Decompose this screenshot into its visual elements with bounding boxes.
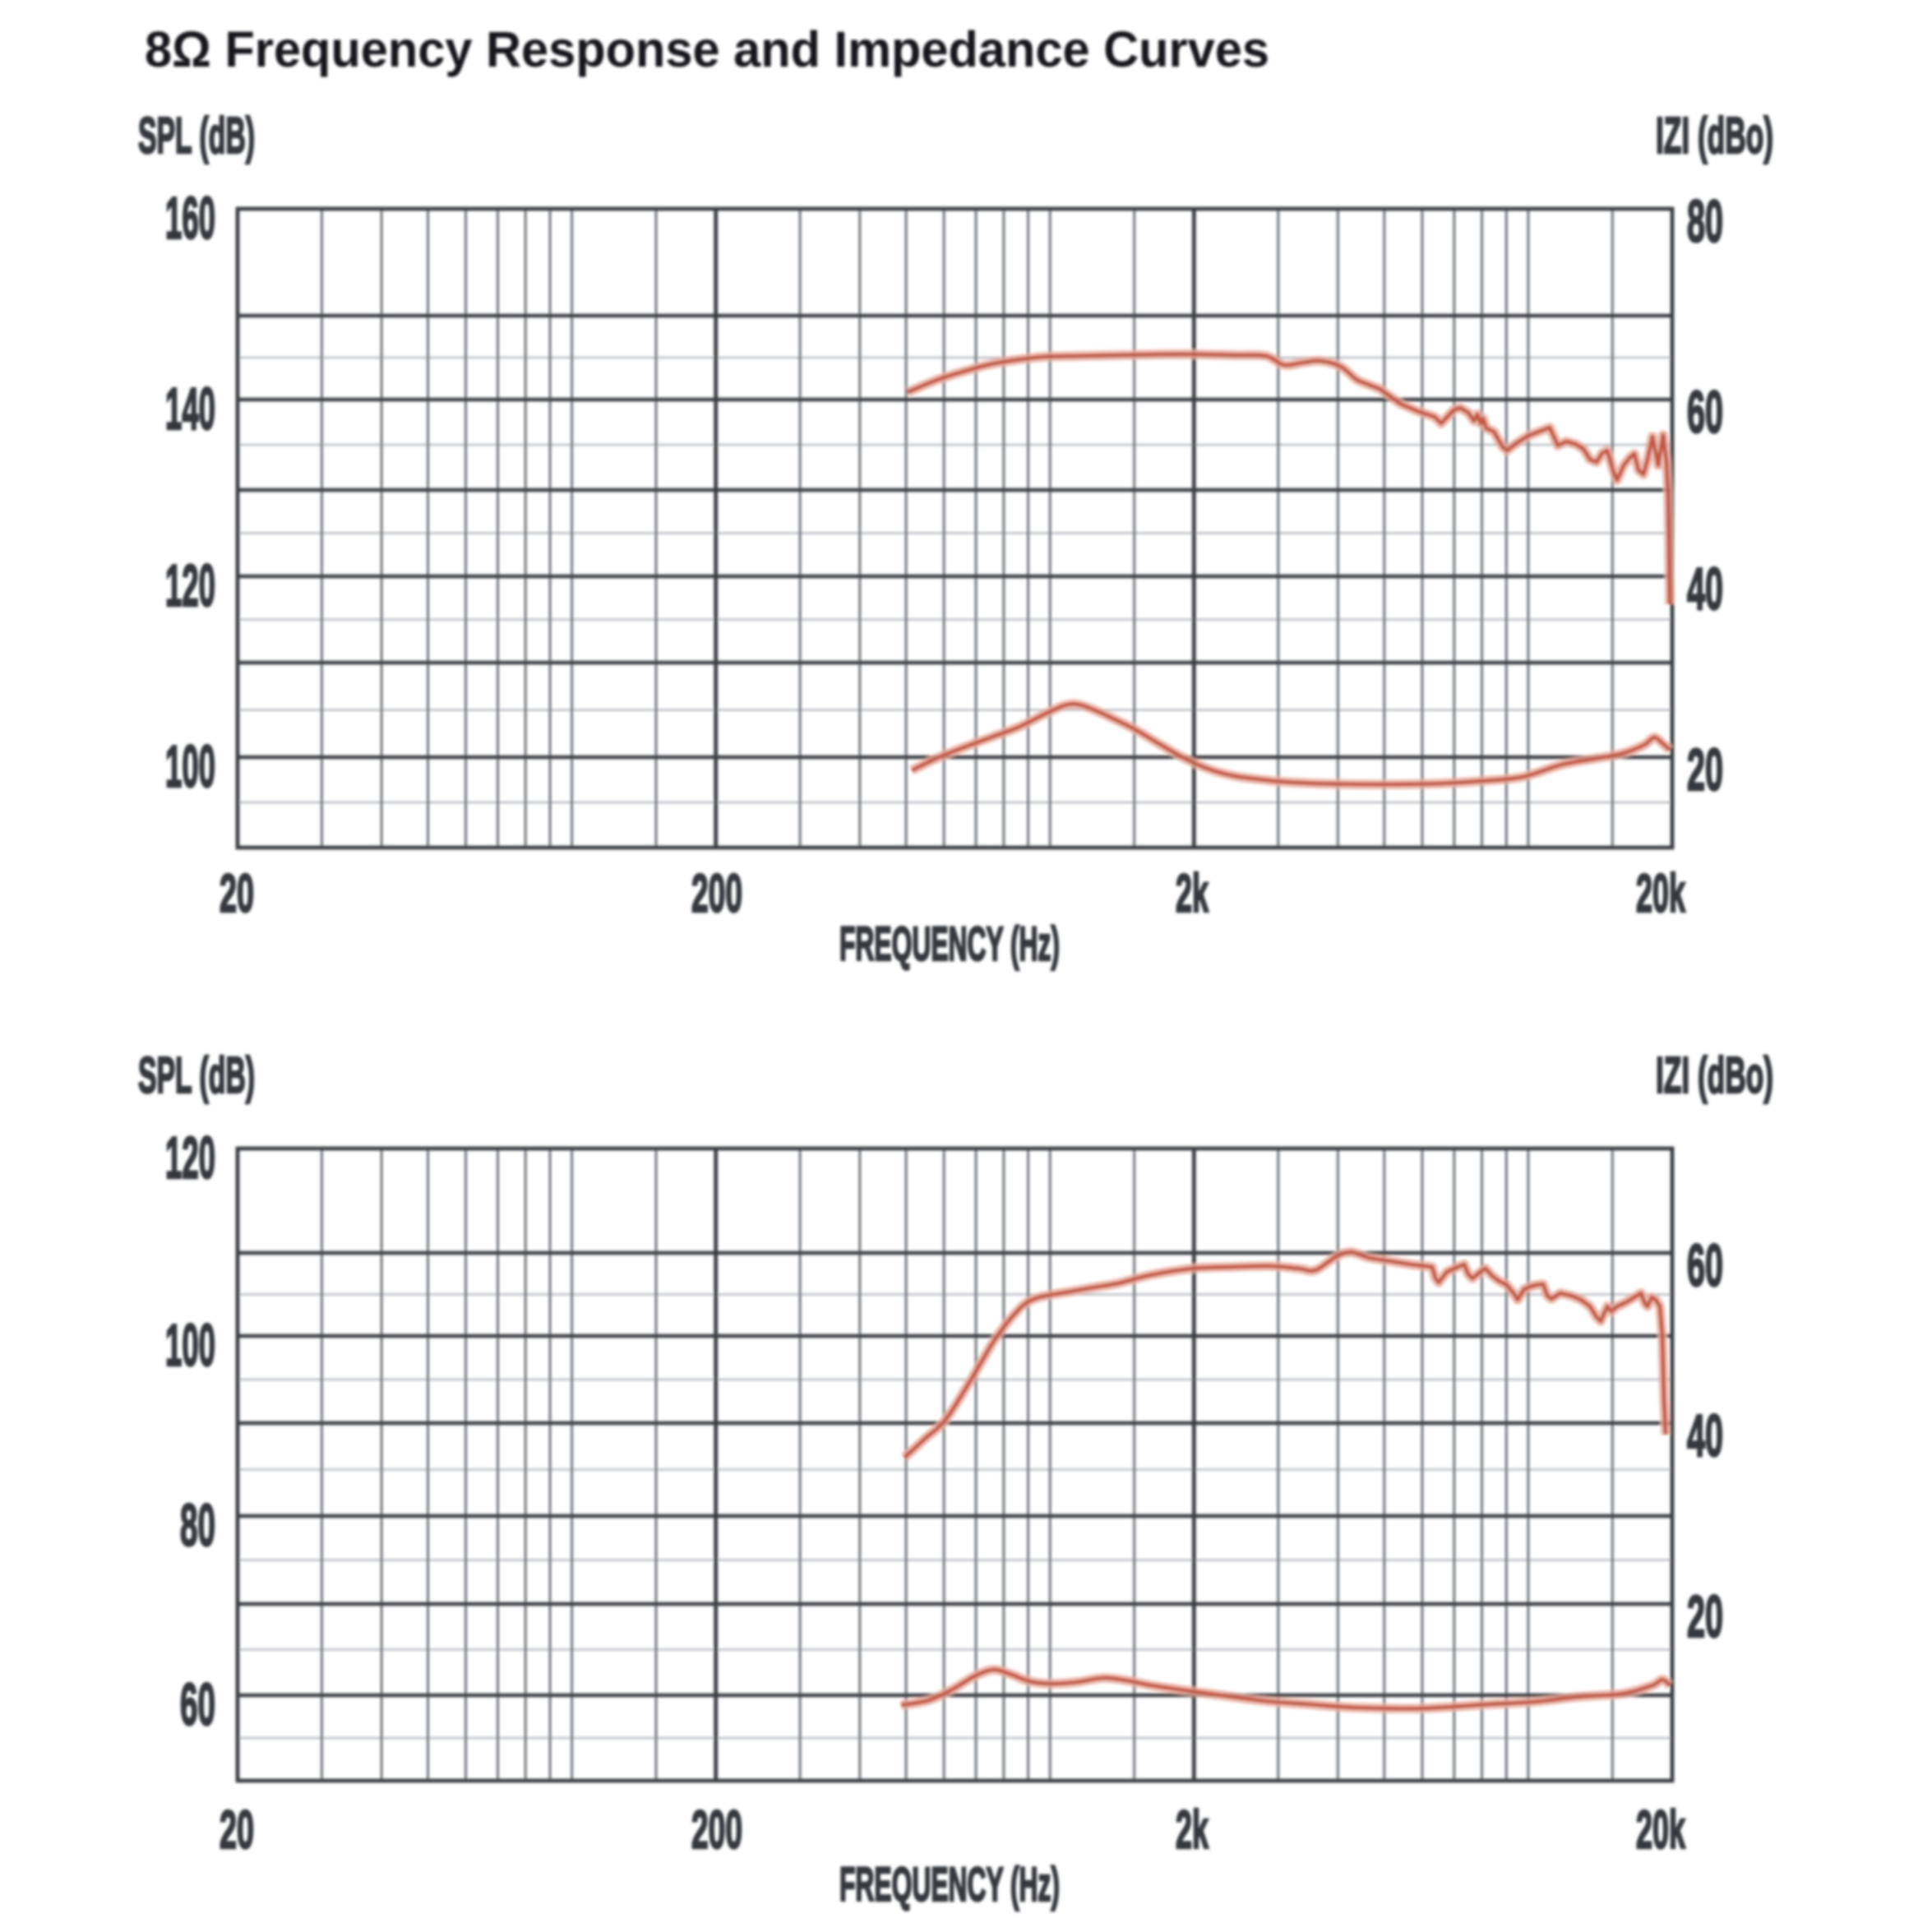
svg-text:20k: 20k — [1636, 862, 1685, 923]
svg-text:200: 200 — [691, 862, 742, 923]
svg-text:120: 120 — [165, 553, 215, 619]
svg-text:140: 140 — [165, 377, 215, 442]
svg-text:60: 60 — [1687, 1233, 1723, 1299]
svg-text:2k: 2k — [1176, 862, 1209, 923]
svg-text:FREQUENCY (Hz): FREQUENCY (Hz) — [839, 1858, 1060, 1911]
svg-text:120: 120 — [165, 1125, 215, 1191]
svg-text:SPL (dB): SPL (dB) — [138, 1047, 255, 1104]
svg-text:20: 20 — [220, 862, 254, 923]
svg-text:20k: 20k — [1636, 1799, 1685, 1860]
svg-text:100: 100 — [165, 734, 215, 800]
svg-text:20: 20 — [1687, 737, 1723, 803]
svg-text:IZI (dBo): IZI (dBo) — [1656, 108, 1773, 164]
svg-text:160: 160 — [165, 186, 215, 252]
svg-text:40: 40 — [1687, 557, 1723, 622]
svg-text:80: 80 — [1687, 189, 1723, 255]
svg-text:FREQUENCY (Hz): FREQUENCY (Hz) — [839, 917, 1060, 971]
svg-text:60: 60 — [1687, 380, 1723, 446]
svg-text:100: 100 — [165, 1313, 215, 1379]
svg-text:40: 40 — [1687, 1403, 1723, 1469]
svg-text:20: 20 — [220, 1799, 254, 1860]
svg-text:80: 80 — [180, 1493, 215, 1559]
svg-text:20: 20 — [1687, 1584, 1723, 1650]
svg-text:IZI (dBo): IZI (dBo) — [1656, 1047, 1773, 1104]
svg-text:8Ω Frequency Response and Impe: 8Ω Frequency Response and Impedance Curv… — [145, 21, 1269, 77]
svg-text:2k: 2k — [1176, 1799, 1209, 1860]
svg-text:SPL (dB): SPL (dB) — [138, 108, 255, 164]
svg-text:200: 200 — [691, 1799, 742, 1860]
svg-text:60: 60 — [180, 1672, 215, 1738]
